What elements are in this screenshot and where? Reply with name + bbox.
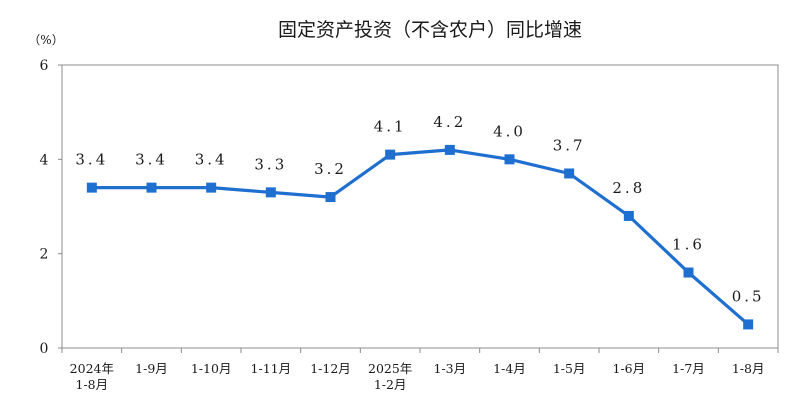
data-label: 4.2 [433, 113, 466, 131]
chart-axes [61, 64, 779, 349]
x-tick-label: 1-3月 [434, 361, 467, 376]
data-point-marker [743, 319, 754, 330]
x-tick-label: 1-4月 [493, 361, 526, 376]
data-label: 3.3 [254, 155, 287, 173]
data-label: 3.4 [135, 151, 168, 169]
y-tick-label: 0 [40, 341, 49, 357]
data-label: 1.6 [672, 236, 705, 254]
x-tick-label: 1-11月 [251, 361, 292, 376]
data-point-marker [683, 267, 694, 278]
data-label: 3.4 [75, 151, 108, 169]
data-label: 3.7 [553, 136, 586, 154]
data-label: 3.2 [314, 160, 347, 178]
x-tick-label: 2024年 [70, 361, 114, 376]
data-label: 4.0 [493, 122, 526, 140]
x-tick-label: 1-2月 [374, 377, 407, 392]
data-point-marker [325, 192, 336, 203]
x-tick-label: 1-5月 [553, 361, 586, 376]
x-tick-label: 1-12月 [310, 361, 351, 376]
data-point-marker [504, 154, 515, 165]
x-tick-label: 1-6月 [613, 361, 646, 376]
data-point-marker [623, 210, 634, 221]
data-point-marker [86, 182, 97, 193]
x-tick-label: 1-8月 [76, 377, 109, 392]
data-point-marker [444, 144, 455, 155]
x-tick-label: 1-10月 [191, 361, 232, 376]
y-tick-label: 6 [40, 58, 49, 74]
x-tick-label: 1-7月 [672, 361, 705, 376]
data-label: 4.1 [374, 118, 407, 136]
data-point-marker [564, 168, 575, 179]
data-point-marker [206, 182, 217, 193]
x-tick-label: 1-9月 [135, 361, 168, 376]
x-tick-label: 1-8月 [732, 361, 765, 376]
y-tick-label: 2 [40, 247, 49, 263]
y-axis-ticks: 0 2 4 6 [40, 58, 62, 357]
y-axis-unit-label: （%） [28, 33, 63, 47]
data-label: 0.5 [732, 287, 765, 305]
data-label: 3.4 [195, 151, 228, 169]
data-point-marker [265, 187, 276, 198]
series-line [91, 148, 750, 326]
data-series [86, 144, 754, 330]
y-tick-label: 4 [40, 152, 49, 168]
data-labels: 3.4 3.4 3.4 3.3 3.2 4.1 4.2 4.0 3.7 2.8 1.6 0.5 [75, 113, 765, 306]
data-label: 2.8 [612, 179, 645, 197]
chart-title: 固定资产投资（不含农户）同比增速 [278, 19, 582, 41]
data-point-marker [385, 149, 396, 160]
x-tick-label: 2025年 [368, 361, 412, 376]
data-point-marker [146, 182, 157, 193]
plot-frame [61, 64, 779, 349]
